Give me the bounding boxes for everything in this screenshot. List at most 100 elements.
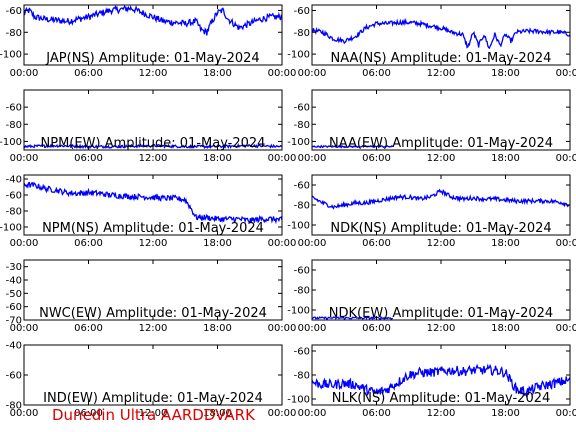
x-tick-label: 00:00 <box>298 238 327 249</box>
trace-line <box>312 188 570 210</box>
chart-panel: -100 -80 -60 00:00 06:00 12:00 18:00 00:00 JAP(N… <box>0 4 296 79</box>
chart-panel: -100 -80 -60 00:00 06:00 12:00 18:00 00:00NDK(E… <box>287 259 576 334</box>
x-tick-label: 06:00 <box>362 238 391 249</box>
chart-title: NPM(NS) Amplitude: 01-May-2024 <box>42 221 264 236</box>
chart-panel: -100 -80 -60 00:00 06:00 12:00 18:00 00:00NAA(E… <box>287 89 576 164</box>
x-tick-label: 18:00 <box>203 408 232 419</box>
x-tick-label: 12:00 <box>427 153 456 164</box>
y-tick-label: -60 <box>294 6 310 17</box>
x-tick-label: 18:00 <box>491 153 520 164</box>
x-tick-label: 06:00 <box>74 323 103 334</box>
y-tick-label: -80 <box>6 401 22 412</box>
series-trace <box>24 5 282 36</box>
y-tick-label: -40 <box>6 175 22 186</box>
series-trace <box>24 181 282 225</box>
chart-panel: -100 -80 -60 00:00 06:00 12:00 18:00 00:00 NLK(N… <box>287 344 576 419</box>
y-tick-label: -100 <box>287 306 310 317</box>
y-tick-label: -70 <box>6 316 22 327</box>
y-tick-label: -80 <box>294 371 310 382</box>
y-tick-label: -80 <box>294 28 310 39</box>
x-tick-label: 18:00 <box>491 408 520 419</box>
series-trace <box>312 188 570 210</box>
y-tick-label: -60 <box>6 191 22 202</box>
y-tick-label: -40 <box>6 341 22 352</box>
y-tick-label: -80 <box>6 207 22 218</box>
trace-line <box>312 17 570 50</box>
x-tick-label: 06:00 <box>74 408 103 419</box>
trace-line <box>312 316 394 320</box>
y-tick-label: -100 <box>287 395 310 406</box>
chart-title: NWC(EW) Amplitude: 01-May-2024 <box>39 306 267 321</box>
trace-line <box>312 144 394 149</box>
x-tick-label: 00:00 <box>268 323 297 334</box>
x-tick-label: 06:00 <box>362 153 391 164</box>
y-tick-label: -100 <box>0 50 22 61</box>
trace-line <box>24 181 282 225</box>
chart-title: JAP(NS) Amplitude: 01-May-2024 <box>45 51 259 66</box>
trace-line <box>312 363 570 398</box>
x-tick-label: 00:00 <box>556 238 576 249</box>
chart-panel: -100 -80 -60 00:00 06:00 12:00 18:00 00:00 NAA(N… <box>287 4 576 79</box>
x-tick-label: 12:00 <box>139 68 168 79</box>
x-tick-label: 00:00 <box>10 238 39 249</box>
series-trace <box>312 144 394 149</box>
chart-title: NDK(EW) Amplitude: 01-May-2024 <box>329 306 553 321</box>
y-tick-label: -100 <box>287 221 310 232</box>
y-tick-label: -50 <box>6 289 22 300</box>
y-tick-label: -60 <box>6 302 22 313</box>
y-tick-label: -80 <box>6 120 22 131</box>
chart-panel: -70 -60 -50 -40 -30 00:00 06:00 12:00 18:00 00:00… <box>6 259 297 334</box>
y-tick-label: -100 <box>287 137 310 148</box>
series-trace <box>312 316 394 320</box>
x-tick-label: 06:00 <box>362 323 391 334</box>
x-tick-label: 00:00 <box>556 408 576 419</box>
x-tick-label: 00:00 <box>556 323 576 334</box>
x-tick-label: 06:00 <box>362 408 391 419</box>
x-tick-label: 00:00 <box>10 153 39 164</box>
chart-panel: -100-80-6000:0006:0012:0018:0000:00NDK(N… <box>287 174 576 249</box>
x-tick-label: 12:00 <box>427 323 456 334</box>
chart-panel: -80 -60 -40 00:00 06:00 12:00 18:00 00:00 IND(EW… <box>6 341 297 420</box>
y-tick-label: -60 <box>6 371 22 382</box>
x-tick-label: 06:00 <box>74 68 103 79</box>
x-tick-label: 00:00 <box>298 153 327 164</box>
x-tick-label: 18:00 <box>203 68 232 79</box>
chart-title: IND(EW) Amplitude: 01-May-2024 <box>43 391 263 406</box>
x-tick-label: 18:00 <box>203 238 232 249</box>
x-tick-label: 06:00 <box>74 238 103 249</box>
x-tick-label: 06:00 <box>74 153 103 164</box>
x-tick-label: 12:00 <box>427 68 456 79</box>
x-tick-label: 12:00 <box>139 408 168 419</box>
y-tick-label: -80 <box>294 201 310 212</box>
x-tick-label: 12:00 <box>139 238 168 249</box>
x-tick-label: 12:00 <box>139 153 168 164</box>
series-trace <box>312 17 570 50</box>
x-tick-label: 00:00 <box>10 323 39 334</box>
x-tick-label: 18:00 <box>203 153 232 164</box>
x-tick-label: 18:00 <box>491 68 520 79</box>
x-tick-label: 18:00 <box>203 323 232 334</box>
y-tick-label: -60 <box>294 103 310 114</box>
trace-line <box>24 5 282 36</box>
y-tick-label: -100 <box>287 50 310 61</box>
y-tick-label: -80 <box>294 286 310 297</box>
y-tick-label: -60 <box>6 103 22 114</box>
x-tick-label: 00:00 <box>298 323 327 334</box>
y-tick-label: -80 <box>6 28 22 39</box>
y-tick-label: -100 <box>0 137 22 148</box>
x-tick-label: 06:00 <box>362 68 391 79</box>
x-tick-label: 00:00 <box>298 408 327 419</box>
x-tick-label: 00:00 <box>556 153 576 164</box>
chart-title: NDK(NS) Amplitude: 01-May-2024 <box>330 221 551 236</box>
y-tick-label: -60 <box>294 347 310 358</box>
series-trace <box>312 363 570 398</box>
x-tick-label: 12:00 <box>139 323 168 334</box>
chart-title: NAA(NS) Amplitude: 01-May-2024 <box>331 51 552 66</box>
y-tick-label: -60 <box>294 181 310 192</box>
trace-line <box>24 142 282 150</box>
y-tick-label: -80 <box>294 120 310 131</box>
x-tick-label: 12:00 <box>427 408 456 419</box>
y-tick-label: -60 <box>294 266 310 277</box>
x-tick-label: 00:00 <box>268 408 297 419</box>
